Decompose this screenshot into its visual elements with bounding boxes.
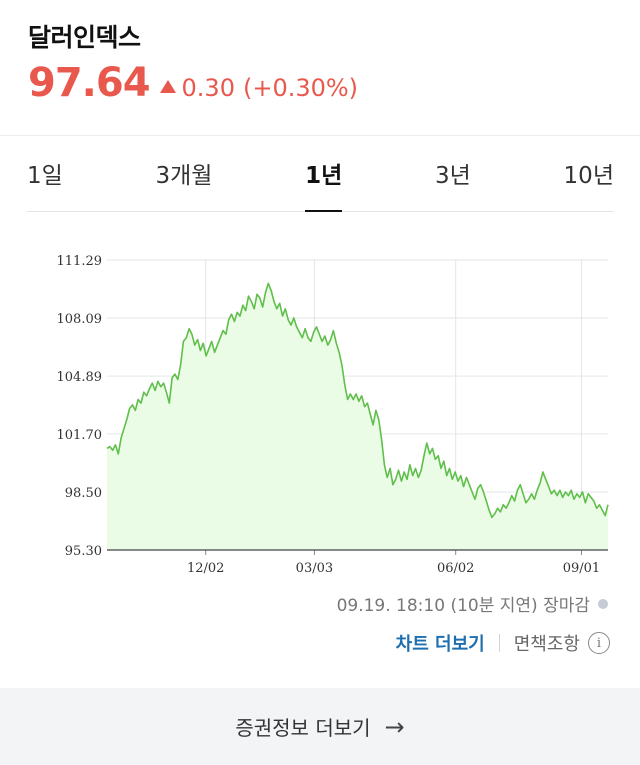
more-stock-info-button[interactable]: 증권정보 더보기 → (0, 688, 640, 765)
y-tick-label: 101.70 (57, 428, 103, 443)
timestamp-text: 09.19. 18:10 (10분 지연) 장마감 (336, 596, 590, 616)
up-triangle-icon (159, 80, 176, 93)
status-timestamp: 09.19. 18:10 (10분 지연) 장마감 (337, 591, 608, 616)
series-line (106, 282, 609, 519)
arrow-right-icon: → (384, 712, 405, 741)
chart-more-link[interactable]: 차트 더보기 (395, 634, 485, 655)
x-tick-label: 03/03 (296, 561, 333, 576)
y-tick-label: 104.89 (57, 370, 103, 385)
y-tick-label: 95.30 (65, 544, 102, 559)
y-tick-label: 98.50 (65, 486, 102, 501)
x-tick-label: 09/01 (563, 561, 600, 576)
link-separator (498, 634, 500, 652)
divider (0, 135, 640, 136)
y-tick-label: 108.09 (57, 312, 103, 327)
more-stock-info-label: 증권정보 더보기 (235, 716, 371, 740)
price-chart[interactable]: 111.29 108.09 104.89 101.70 98.50 95.30 12/02 0… (0, 230, 640, 580)
chart-links: 차트 더보기 면책조항 i (396, 630, 610, 656)
tab-3y[interactable]: 3년 (435, 163, 471, 189)
status-dot-icon (598, 598, 608, 609)
x-tick-label: 06/02 (437, 561, 474, 576)
change-value: 0.30 (181, 74, 235, 102)
y-tick-label: 111.29 (57, 254, 103, 269)
disclaimer-label: 면책조항 (513, 634, 580, 655)
x-tick-label: 12/02 (187, 561, 224, 576)
page-title: 달러인덱스 (28, 23, 141, 52)
chart-svg: 111.29 108.09 104.89 101.70 98.50 95.30 12/02 0… (57, 254, 609, 576)
series-area (107, 283, 608, 550)
tab-1y[interactable]: 1년 (305, 146, 343, 212)
tab-1d[interactable]: 1일 (27, 163, 63, 189)
disclaimer-link[interactable]: 면책조항 i (514, 630, 610, 656)
current-price: 97.64 (28, 60, 151, 106)
info-icon: i (588, 632, 610, 654)
change-percent: (+0.30%) (242, 74, 359, 102)
tab-3m[interactable]: 3개월 (155, 163, 213, 189)
price-change: 0.30 (+0.30%) (159, 74, 359, 102)
tab-10y[interactable]: 10년 (563, 163, 614, 189)
period-tabs: 1일 3개월 1년 3년 10년 (27, 146, 614, 212)
price-summary: 97.64 0.30 (+0.30%) (28, 60, 358, 108)
